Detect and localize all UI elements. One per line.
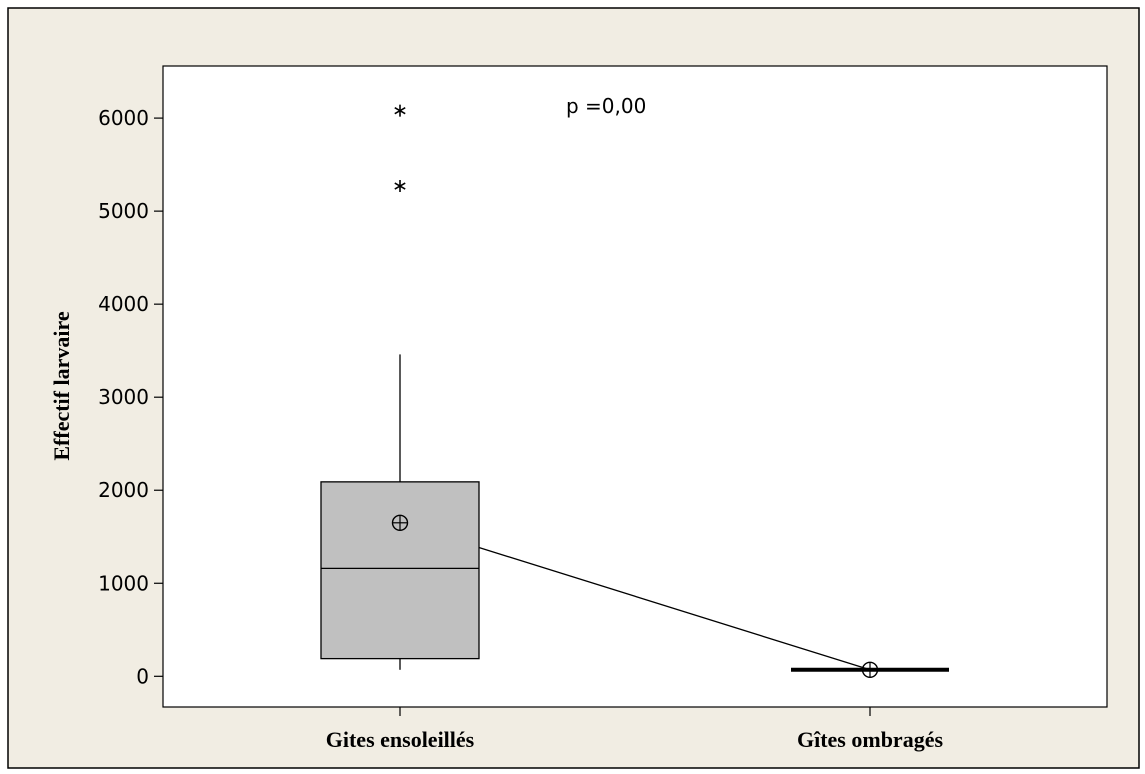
box-iqr [320, 481, 480, 660]
x-category-label: Gîtes ombragés [797, 727, 943, 752]
mean-marker [391, 514, 409, 531]
x-category-label: Gites ensoleillés [326, 727, 475, 752]
y-tick-label: 0 [136, 664, 149, 688]
x-axis: Gites ensoleillés Gîtes ombragés [326, 707, 943, 752]
outlier-point [394, 104, 406, 117]
y-tick-label: 4000 [98, 292, 149, 316]
plot-area [162, 65, 1108, 708]
y-tick-label: 6000 [98, 106, 149, 130]
p-value-annotation: p =0,00 [566, 94, 646, 118]
y-tick-label: 1000 [98, 571, 149, 595]
y-tick-label: 5000 [98, 199, 149, 223]
y-tick-label: 3000 [98, 385, 149, 409]
y-axis: 0 1000 2000 3000 4000 5000 6000 [98, 106, 163, 688]
outlier-point [394, 180, 406, 193]
outlier-stroke [394, 106, 406, 115]
outlier-stroke [394, 182, 406, 190]
y-tick-label: 2000 [98, 478, 149, 502]
box-marks [320, 104, 949, 678]
mean-marker [861, 661, 879, 678]
y-axis-label: Effectif larvaire [49, 311, 74, 460]
